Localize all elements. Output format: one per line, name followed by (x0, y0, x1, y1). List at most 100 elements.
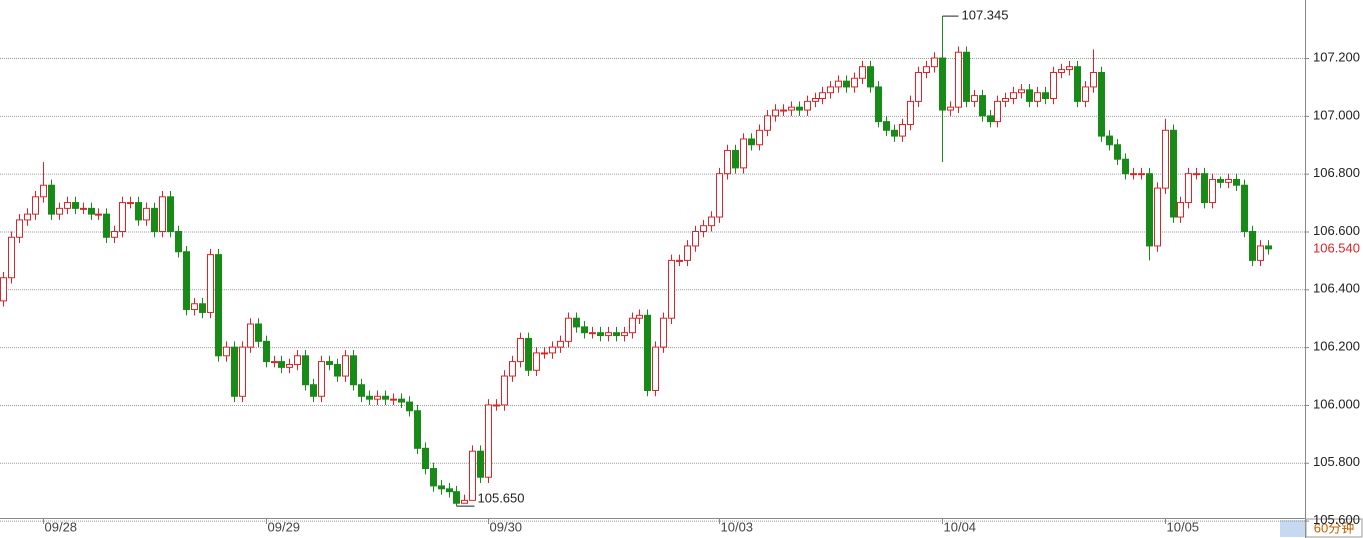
candle-body (605, 332, 612, 337)
y-tick-label: 107.000 (1313, 107, 1360, 122)
candle-body (772, 109, 779, 117)
candle-body (804, 100, 811, 111)
candle-body (167, 196, 174, 232)
x-tick-label: 09/30 (490, 519, 523, 534)
candle-body (183, 251, 190, 311)
candle-body (517, 337, 524, 363)
candle-body (835, 80, 842, 88)
candle-body (644, 314, 651, 392)
candle-body (963, 51, 970, 102)
candle-body (398, 398, 405, 403)
candle-body (247, 323, 254, 348)
candle-body (907, 100, 914, 126)
candle-body (891, 129, 898, 137)
candle-body (135, 202, 142, 221)
candle-body (581, 326, 588, 334)
candle-body (469, 450, 476, 501)
y-tick-label: 106.400 (1313, 281, 1360, 296)
candle-body (294, 355, 301, 365)
candle-body (1209, 178, 1216, 204)
candle-body (334, 363, 341, 377)
candle-body (1114, 144, 1121, 160)
candle-body (382, 395, 389, 400)
candle-body (1098, 71, 1105, 137)
candle-body (1146, 173, 1153, 247)
x-tick-label: 10/04 (944, 519, 977, 534)
candle-body (1185, 173, 1192, 204)
candle-body (1225, 178, 1232, 183)
x-tick-label: 09/28 (45, 519, 78, 534)
candle-body (947, 106, 954, 111)
candle-body (24, 213, 31, 221)
annotation-label: 107.345 (962, 8, 1009, 23)
y-tick-label: 106.800 (1313, 165, 1360, 180)
candle-body (764, 115, 771, 131)
candle-body (1074, 66, 1081, 102)
candle-body (72, 202, 79, 209)
candle-body (310, 384, 317, 397)
candle-body (732, 150, 739, 169)
candle-body (692, 230, 699, 247)
candle-body (191, 303, 198, 311)
candle-body (1257, 245, 1264, 261)
candle-body (485, 404, 492, 478)
candle-body (358, 384, 365, 397)
candle-body (80, 207, 87, 210)
candle-body (740, 138, 747, 169)
candle-body (756, 129, 763, 146)
candle-body (1249, 230, 1256, 261)
candle-body (1138, 173, 1145, 176)
candle-body (263, 340, 270, 363)
candle-body (111, 230, 118, 238)
candle-body (827, 86, 834, 94)
candle-body (414, 410, 421, 449)
candle-body (1090, 71, 1097, 88)
candle-body (48, 184, 55, 215)
candle-body (453, 491, 460, 504)
candle-body (446, 488, 453, 493)
y-tick-label: 105.600 (1313, 512, 1360, 527)
candle-body (56, 207, 63, 215)
annotation-label: 105.650 (478, 491, 525, 506)
x-tick-label: 10/05 (1167, 519, 1200, 534)
candle-body (883, 121, 890, 131)
candle-body (748, 138, 755, 146)
candle-body (1042, 92, 1049, 99)
y-tick-label: 106.600 (1313, 223, 1360, 238)
candle-body (1154, 187, 1161, 247)
last-price-bg (1306, 240, 1362, 257)
candle-body (302, 355, 309, 386)
candle-body (1177, 202, 1184, 218)
candle-body (629, 317, 636, 334)
candle-body (239, 346, 246, 397)
candle-body (660, 317, 667, 348)
candle-body (867, 66, 874, 88)
candle-body (573, 317, 580, 328)
candle-body (8, 236, 15, 279)
last-price-label: 106.540 (1313, 240, 1360, 255)
candle-body (16, 219, 23, 238)
candle-body (708, 216, 715, 227)
candle-body (406, 401, 413, 412)
y-tick-label: 105.800 (1313, 454, 1360, 469)
candle-body (1130, 173, 1137, 176)
candle-body (1058, 69, 1065, 73)
candle-body (1265, 245, 1272, 250)
candle-body (589, 332, 596, 335)
candle-body (1066, 66, 1073, 71)
candle-body (1106, 135, 1113, 146)
candle-body (199, 303, 206, 313)
candle-body (175, 230, 182, 253)
candle-body (533, 352, 540, 371)
candle-body (979, 95, 986, 117)
candle-body (915, 71, 922, 102)
candle-body (955, 51, 962, 108)
candle-body (350, 355, 357, 386)
candle-body (119, 202, 126, 232)
candle-body (438, 485, 445, 490)
period-label: 60分钟 (1314, 520, 1354, 535)
candle-body (461, 499, 468, 504)
candle-body (1193, 173, 1200, 176)
candle-body (223, 346, 230, 357)
